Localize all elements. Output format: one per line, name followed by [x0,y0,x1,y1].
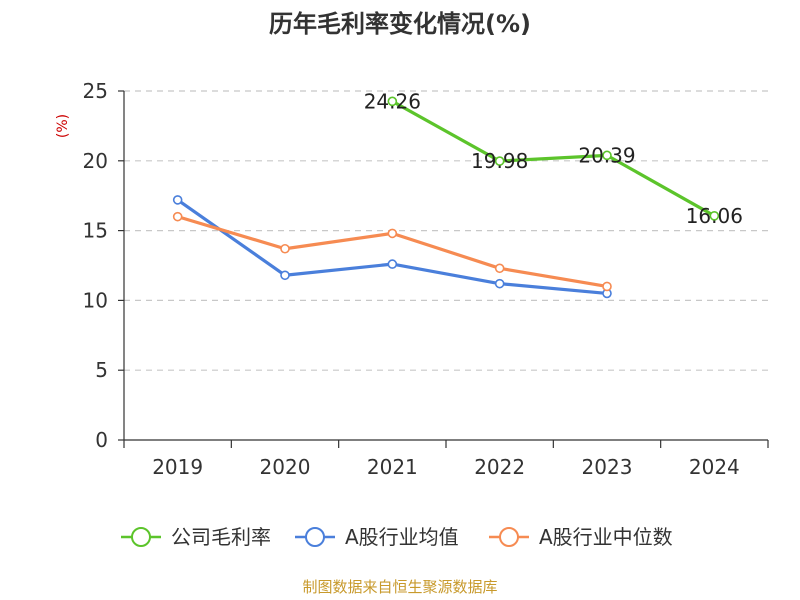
data-point [280,270,290,281]
x-tick-label: 2023 [582,455,633,479]
x-tick-label: 2024 [689,455,740,479]
series-line [176,198,609,296]
y-axis-label: (%) [55,114,71,138]
chart-title: 历年毛利率变化情况(%) [269,10,531,38]
series-layer [172,96,720,299]
data-label: 24.26 [364,89,421,113]
legend-label: 公司毛利率 [171,525,271,549]
y-tick-label: 10 [83,288,108,312]
x-tick-label: 2020 [260,455,311,479]
legend-item[interactable]: A股行业均值 [295,525,459,549]
data-point [387,96,398,107]
legend-circle-marker [131,527,151,547]
data-label: 16.06 [686,204,743,228]
data-point [709,211,720,221]
legend: 公司毛利率 A股行业均值 A股行业中位数 [121,525,673,549]
data-point [602,281,612,292]
data-point [172,211,183,222]
data-point [494,263,505,274]
y-tick-label: 15 [83,219,108,243]
data-label: 20.39 [578,143,635,167]
x-tick-label: 2021 [367,455,418,479]
legend-item[interactable]: A股行业中位数 [489,525,673,549]
data-labels: 24.26 19.98 20.39 16.06 [364,89,743,227]
data-point [387,228,398,239]
series-line [390,99,716,218]
data-point [280,243,290,254]
source-note: 制图数据来自恒生聚源数据库 [302,578,497,596]
axes: 0 5 10 15 20 25 2019 2020 2021 2022 2023 2024 [83,79,769,479]
legend-circle-marker [499,527,519,547]
legend-label: A股行业中位数 [539,525,673,549]
legend-label: A股行业均值 [345,525,459,549]
data-label: 19.98 [471,149,528,173]
y-tick-label: 5 [95,358,108,382]
data-point [602,150,612,161]
data-point [494,278,505,289]
grid-lines [124,90,768,371]
x-tick-label: 2022 [474,455,525,479]
data-point [387,259,398,269]
y-tick-label: 25 [83,79,108,103]
y-tick-label: 0 [95,428,108,452]
legend-item[interactable]: 公司毛利率 [121,525,271,549]
data-point [494,156,505,166]
x-tick-label: 2019 [152,455,203,479]
y-tick-label: 20 [83,149,108,173]
series-line [176,215,609,289]
legend-circle-marker [305,527,325,547]
data-point [172,195,183,205]
